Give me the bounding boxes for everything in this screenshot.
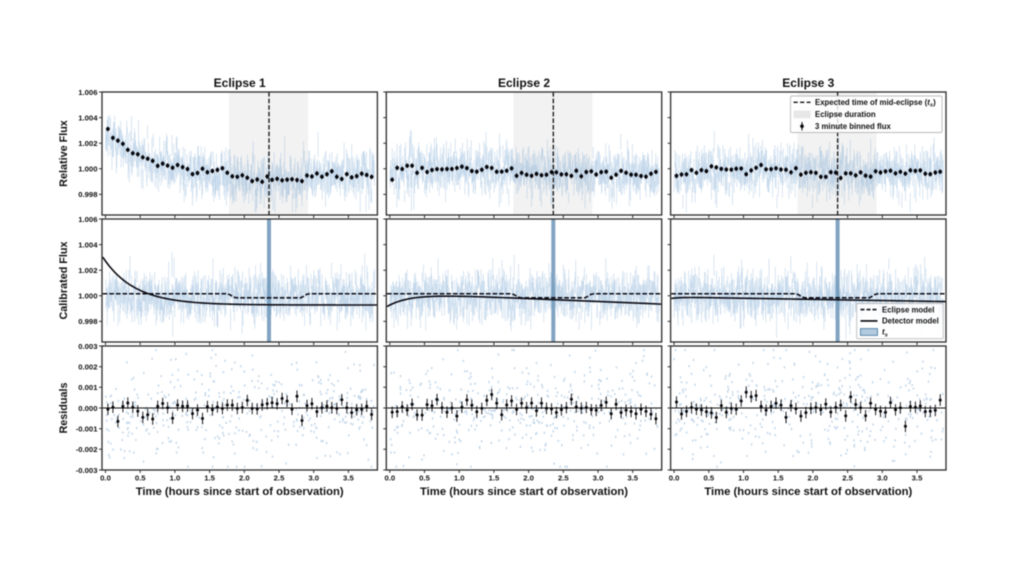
svg-text:0.0: 0.0 <box>669 473 680 482</box>
svg-text:0.001: 0.001 <box>78 383 98 392</box>
svg-text:Eclipse 1: Eclipse 1 <box>214 76 266 90</box>
svg-text:0.5: 0.5 <box>135 473 146 482</box>
svg-text:1.0: 1.0 <box>170 473 181 482</box>
svg-text:Eclipse model: Eclipse model <box>882 305 934 314</box>
svg-text:1.000: 1.000 <box>78 165 97 174</box>
svg-text:1.0: 1.0 <box>454 473 465 482</box>
svg-text:Calibrated Flux: Calibrated Flux <box>58 242 70 320</box>
svg-text:Eclipse 2: Eclipse 2 <box>498 76 550 90</box>
svg-text:1.5: 1.5 <box>204 473 215 482</box>
svg-text:0.003: 0.003 <box>78 342 97 351</box>
svg-text:3 minute binned flux: 3 minute binned flux <box>815 122 891 131</box>
svg-text:1.5: 1.5 <box>489 473 500 482</box>
svg-text:ts: ts <box>882 328 889 339</box>
svg-text:Time (hours since start of obs: Time (hours since start of observation) <box>136 486 344 498</box>
svg-text:1.004: 1.004 <box>78 113 98 122</box>
svg-text:0.5: 0.5 <box>419 473 430 482</box>
svg-text:1.0: 1.0 <box>738 473 749 482</box>
svg-text:1.004: 1.004 <box>78 240 98 249</box>
svg-text:0.998: 0.998 <box>78 317 98 326</box>
svg-text:3.0: 3.0 <box>308 473 319 482</box>
svg-text:0.000: 0.000 <box>78 404 97 413</box>
svg-text:3.5: 3.5 <box>343 473 354 482</box>
svg-text:2.5: 2.5 <box>274 473 285 482</box>
svg-text:0.002: 0.002 <box>78 363 97 372</box>
svg-text:-0.003: -0.003 <box>76 466 98 475</box>
svg-text:-0.002: -0.002 <box>76 445 98 454</box>
svg-text:0.5: 0.5 <box>703 473 714 482</box>
svg-text:0.998: 0.998 <box>78 190 98 199</box>
svg-text:3.5: 3.5 <box>627 473 638 482</box>
svg-text:0.0: 0.0 <box>384 473 395 482</box>
svg-text:Residuals: Residuals <box>58 382 70 433</box>
svg-text:Relative Flux: Relative Flux <box>58 120 70 187</box>
svg-text:2.0: 2.0 <box>808 473 819 482</box>
svg-text:2.0: 2.0 <box>523 473 534 482</box>
svg-text:Eclipse 3: Eclipse 3 <box>782 76 834 90</box>
svg-text:2.5: 2.5 <box>842 473 853 482</box>
svg-text:-0.001: -0.001 <box>76 425 99 434</box>
svg-text:Eclipse duration: Eclipse duration <box>815 110 876 119</box>
svg-text:1.006: 1.006 <box>78 88 97 97</box>
svg-text:Time (hours since start of obs: Time (hours since start of observation) <box>704 486 912 498</box>
svg-text:3.0: 3.0 <box>593 473 604 482</box>
svg-text:0.0: 0.0 <box>100 473 111 482</box>
svg-text:2.5: 2.5 <box>558 473 569 482</box>
svg-text:1.002: 1.002 <box>78 139 97 148</box>
svg-text:1.000: 1.000 <box>78 292 97 301</box>
svg-text:1.006: 1.006 <box>78 215 97 224</box>
svg-text:Detector model: Detector model <box>882 317 939 326</box>
svg-text:Time (hours since start of obs: Time (hours since start of observation) <box>420 486 628 498</box>
svg-text:1.002: 1.002 <box>78 266 97 275</box>
svg-text:2.0: 2.0 <box>239 473 250 482</box>
svg-text:3.0: 3.0 <box>877 473 888 482</box>
svg-text:3.5: 3.5 <box>912 473 923 482</box>
svg-text:Expected time of mid-eclipse (: Expected time of mid-eclipse (ts) <box>815 98 936 109</box>
svg-text:1.5: 1.5 <box>773 473 784 482</box>
